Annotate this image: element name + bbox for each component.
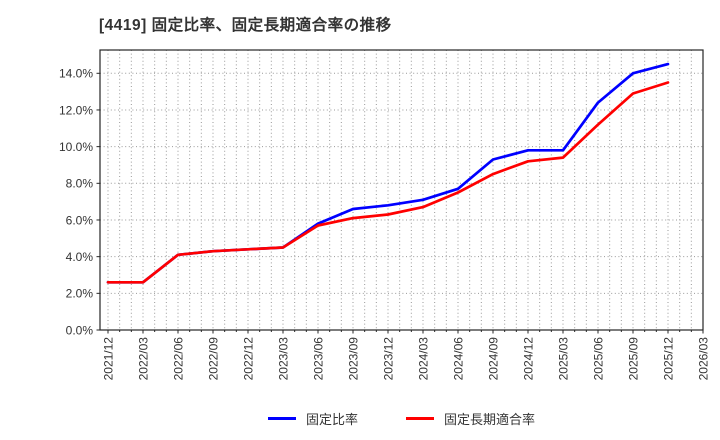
legend-item-0: 固定比率 [267, 409, 358, 428]
x-tick-label: 2025/12 [662, 337, 676, 381]
y-tick-label: 4.0% [66, 250, 94, 264]
y-tick-label: 14.0% [59, 67, 93, 81]
x-axis-labels: 2021/12 2022/03 2022/06 2022/09 2022/12 2023/… [102, 337, 711, 381]
x-tick-label: 2025/06 [592, 337, 606, 381]
y-tick-label: 10.0% [59, 140, 93, 154]
x-tick-label: 2022/09 [207, 337, 221, 381]
x-tick-label: 2023/03 [277, 337, 291, 381]
series-line-1 [106, 81, 670, 284]
x-tick-label: 2021/12 [102, 337, 116, 381]
y-axis-labels: 0.0% 2.0% 4.0% 6.0% 8.0% 10.0% 12.0% 14.0% [59, 67, 93, 338]
y-tick-label: 12.0% [59, 103, 93, 117]
legend-label: 固定長期適合率 [444, 412, 536, 427]
x-tick-label: 2026/03 [697, 337, 711, 381]
x-tick-label: 2022/12 [242, 337, 256, 381]
x-tick-label: 2024/09 [487, 337, 501, 381]
y-tick-label: 0.0% [66, 323, 94, 337]
legend-swatch-icon [267, 417, 296, 420]
x-tick-label: 2025/03 [557, 337, 571, 381]
x-gridlines [107, 50, 692, 330]
x-tick-label: 2023/12 [382, 337, 396, 381]
x-tick-label: 2022/03 [137, 337, 151, 381]
x-tick-label: 2025/09 [627, 337, 641, 381]
legend-label: 固定比率 [305, 412, 358, 427]
x-tick-label: 2024/03 [417, 337, 431, 381]
y-gridlines [100, 72, 703, 294]
x-tick-label: 2023/06 [312, 337, 326, 381]
plot-border [99, 49, 704, 331]
legend-swatch-icon [406, 417, 434, 420]
x-tick-label: 2024/06 [452, 337, 466, 381]
y-tick-label: 6.0% [66, 213, 94, 227]
legend: 固定比率 固定長期適合率 [100, 409, 703, 428]
x-tick-label: 2022/06 [172, 337, 186, 381]
legend-item-1: 固定長期適合率 [406, 409, 535, 428]
x-tick-label: 2024/12 [522, 337, 536, 381]
x-tick-label: 2023/09 [347, 337, 361, 381]
y-tick-label: 8.0% [66, 177, 94, 191]
chart-title: [4419] 固定比率、固定長期適合率の推移 [99, 17, 392, 34]
y-tick-label: 2.0% [66, 287, 94, 301]
